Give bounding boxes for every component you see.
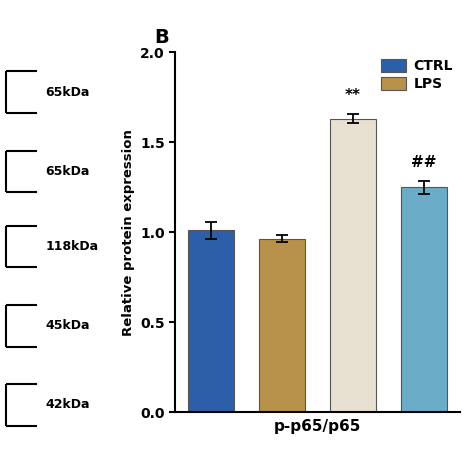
Text: 42kDa: 42kDa <box>46 399 90 411</box>
Text: 65kDa: 65kDa <box>46 165 90 178</box>
Text: B: B <box>154 28 169 47</box>
Text: **: ** <box>345 89 361 103</box>
Bar <box>401 187 447 412</box>
Text: ##: ## <box>411 155 437 170</box>
Legend: CTRL, LPS: CTRL, LPS <box>382 59 453 91</box>
Bar <box>259 238 305 412</box>
Y-axis label: Relative protein expression: Relative protein expression <box>122 129 135 336</box>
Text: 65kDa: 65kDa <box>46 86 90 99</box>
Bar <box>330 119 376 412</box>
Bar <box>188 230 234 412</box>
Text: 45kDa: 45kDa <box>46 319 90 332</box>
X-axis label: p-p65/p65: p-p65/p65 <box>274 419 361 434</box>
Text: 118kDa: 118kDa <box>46 240 99 253</box>
